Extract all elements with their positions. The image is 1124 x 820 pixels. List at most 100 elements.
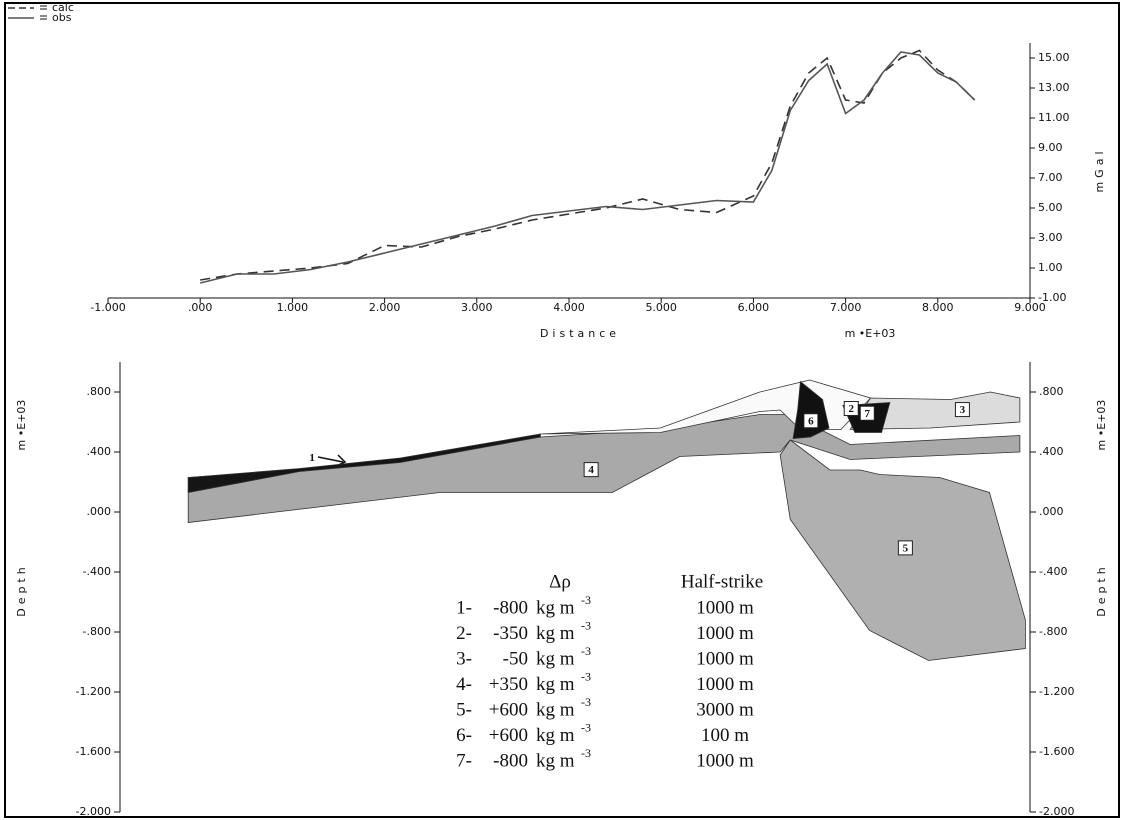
row-half-strike: 1000 m: [696, 648, 754, 669]
body-label: 4: [588, 464, 594, 476]
y-axis-label: Depth: [15, 563, 28, 617]
y-tick-label: -.800: [1039, 625, 1067, 638]
series-line: [200, 51, 976, 284]
y-tick-label: 13.00: [1038, 81, 1070, 94]
row-id: 7-: [456, 750, 472, 771]
y-tick-label: -.400: [1039, 565, 1067, 578]
y-tick-label: .000: [1039, 505, 1064, 518]
row-id: 6-: [456, 725, 472, 746]
y-axis-label: mGal: [1093, 147, 1106, 192]
row-unit: kg m: [536, 699, 575, 720]
geologic-body: [187, 433, 541, 493]
row-half-strike: 3000 m: [696, 699, 754, 720]
geologic-body: [540, 379, 872, 435]
y-tick-label: -1.00: [1038, 291, 1066, 304]
row-unit: kg m: [536, 674, 575, 695]
x-tick-label: 1.000: [277, 301, 309, 314]
row-unit: kg m: [536, 597, 575, 618]
row-half-strike: 1000 m: [696, 623, 754, 644]
y-tick-label: 5.00: [1038, 201, 1063, 214]
row-density: -350: [493, 623, 528, 644]
geologic-body: [792, 380, 830, 439]
y-axis-unit: m •E+03: [1095, 400, 1108, 451]
y-tick-label: -.800: [83, 625, 111, 638]
row-density: +600: [489, 699, 528, 720]
y-tick-label: 9.00: [1038, 141, 1063, 154]
body-label-box: [954, 402, 970, 418]
x-tick-label: 8.000: [922, 301, 954, 314]
legend-label: obs: [52, 11, 72, 24]
body-label-box: [803, 413, 819, 429]
annotation-arrow: [317, 456, 344, 463]
x-tick-label: 3.000: [461, 301, 493, 314]
row-density: -800: [493, 750, 528, 771]
row-unit-exponent: -3: [581, 644, 591, 658]
x-tick-label: 9.000: [1014, 301, 1046, 314]
row-unit-exponent: -3: [581, 695, 591, 709]
row-id: 4-: [456, 674, 472, 695]
row-unit-exponent: -3: [581, 593, 591, 607]
row-unit-exponent: -3: [581, 618, 591, 632]
row-half-strike: 1000 m: [696, 750, 754, 771]
y-tick-label: .000: [87, 505, 112, 518]
row-density: -50: [503, 648, 528, 669]
x-axis-unit: m •E+03: [845, 327, 896, 340]
y-tick-label: -1.600: [1039, 745, 1074, 758]
body-label: 7: [865, 408, 871, 420]
y-tick-label: -1.600: [76, 745, 111, 758]
y-tick-label: -2.000: [1039, 805, 1074, 818]
row-half-strike: 100 m: [701, 725, 749, 746]
y-axis-label: Depth: [1095, 563, 1108, 617]
row-density: +600: [489, 725, 528, 746]
body-label-box: [843, 401, 859, 416]
body-label: 3: [960, 404, 966, 416]
row-id: 3-: [456, 648, 472, 669]
table-header: Δρ: [549, 571, 571, 592]
x-tick-label: 7.000: [830, 301, 862, 314]
x-axis-label: Distance: [540, 327, 620, 340]
legend-label: calc: [52, 1, 74, 14]
body-label-box: [859, 405, 875, 421]
x-tick-label: .000: [188, 301, 213, 314]
row-unit: kg m: [536, 648, 575, 669]
row-id: 5-: [456, 699, 472, 720]
x-tick-label: 5.000: [645, 301, 677, 314]
row-density: -800: [493, 597, 528, 618]
row-half-strike: 1000 m: [696, 674, 754, 695]
y-tick-label: .400: [87, 445, 112, 458]
y-tick-label: .400: [1039, 445, 1064, 458]
y-tick-label: .800: [87, 385, 112, 398]
row-unit-exponent: -3: [581, 669, 591, 683]
x-tick-label: -1.000: [90, 301, 125, 314]
body-label-box: [583, 462, 599, 478]
row-unit: kg m: [536, 725, 575, 746]
row-id: 2-: [456, 623, 472, 644]
table-header: Half-strike: [681, 571, 763, 592]
row-unit-exponent: -3: [581, 746, 591, 760]
row-unit: kg m: [536, 750, 575, 771]
x-tick-label: 4.000: [553, 301, 585, 314]
y-tick-label: -2.000: [76, 805, 111, 818]
y-tick-label: .800: [1039, 385, 1064, 398]
body-label: 2: [848, 403, 854, 415]
y-tick-label: -1.200: [76, 685, 111, 698]
y-tick-label: 7.00: [1038, 171, 1063, 184]
body-label: 6: [808, 415, 814, 427]
body-label-box: [897, 540, 913, 556]
y-tick-label: 15.00: [1038, 51, 1070, 64]
body-label: 1: [309, 452, 315, 464]
row-density: +350: [489, 674, 528, 695]
x-tick-label: 2.000: [369, 301, 401, 314]
series-line: [200, 49, 976, 281]
y-tick-label: -.400: [83, 565, 111, 578]
body-label: 5: [903, 542, 909, 554]
y-tick-label: 1.00: [1038, 261, 1063, 274]
y-tick-label: 3.00: [1038, 231, 1063, 244]
x-tick-label: 6.000: [738, 301, 770, 314]
row-unit: kg m: [536, 623, 575, 644]
row-unit-exponent: -3: [581, 720, 591, 734]
frame: [4, 2, 1120, 818]
row-id: 1-: [456, 597, 472, 618]
y-tick-label: 11.00: [1038, 111, 1070, 124]
